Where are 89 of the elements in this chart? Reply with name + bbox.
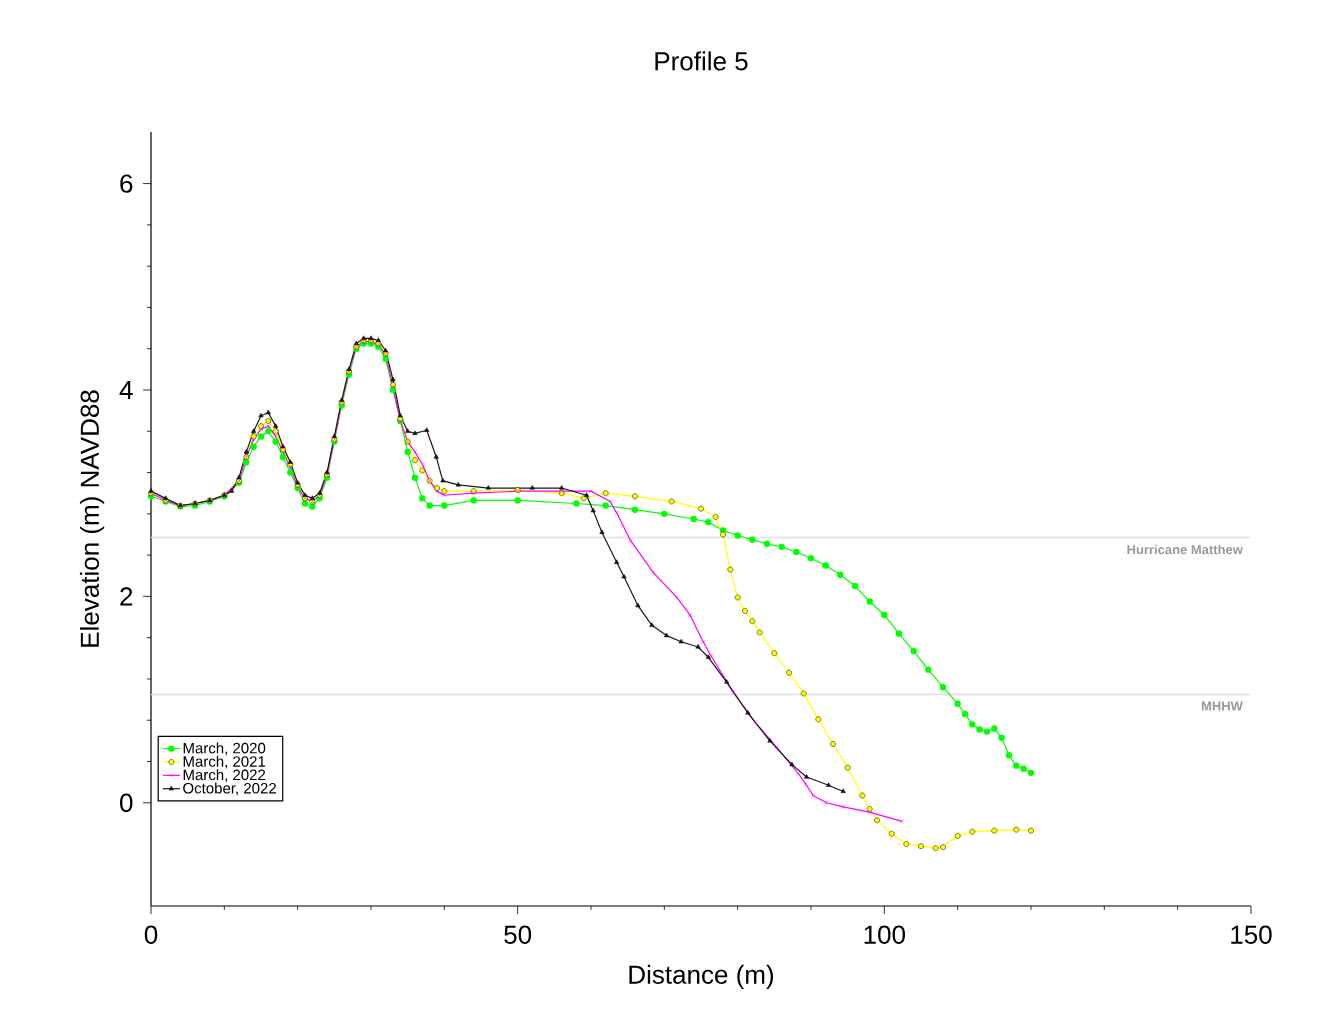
y-tick-label: 0 bbox=[120, 793, 133, 812]
point bbox=[651, 570, 656, 575]
ref-line-label: Hurricane Matthew bbox=[1127, 544, 1243, 555]
point bbox=[664, 632, 670, 638]
point bbox=[753, 720, 758, 725]
point bbox=[614, 510, 619, 515]
point bbox=[745, 710, 751, 715]
point bbox=[412, 430, 418, 435]
point bbox=[434, 489, 440, 494]
point bbox=[774, 744, 779, 750]
point bbox=[375, 337, 381, 343]
point bbox=[442, 493, 447, 498]
point bbox=[695, 644, 701, 649]
point bbox=[826, 782, 832, 787]
point bbox=[287, 459, 293, 464]
ref-line-label: MHHW bbox=[1201, 701, 1243, 711]
point bbox=[824, 800, 829, 805]
y-tick-label: 6 bbox=[120, 174, 133, 193]
point bbox=[405, 428, 411, 433]
point bbox=[724, 679, 730, 684]
point bbox=[383, 347, 389, 353]
point bbox=[485, 485, 491, 490]
point bbox=[621, 573, 627, 579]
point bbox=[288, 465, 293, 470]
point bbox=[397, 412, 403, 418]
point bbox=[353, 340, 359, 346]
point bbox=[588, 489, 594, 494]
point bbox=[607, 499, 613, 504]
x-tick-label: 0 bbox=[144, 925, 158, 944]
point bbox=[243, 449, 249, 454]
y-tick-label: 2 bbox=[120, 587, 133, 606]
point bbox=[709, 654, 714, 659]
point bbox=[674, 595, 679, 600]
point bbox=[273, 434, 278, 439]
point bbox=[804, 774, 810, 779]
point bbox=[258, 412, 264, 418]
point bbox=[390, 376, 396, 382]
point bbox=[368, 335, 374, 340]
point bbox=[433, 454, 439, 459]
point bbox=[412, 449, 418, 454]
point bbox=[796, 771, 801, 776]
point bbox=[559, 485, 565, 490]
point bbox=[649, 622, 655, 627]
point bbox=[635, 602, 641, 608]
point bbox=[731, 690, 736, 695]
point bbox=[529, 485, 535, 490]
point bbox=[420, 462, 425, 467]
point bbox=[280, 443, 286, 449]
point bbox=[273, 423, 279, 428]
point bbox=[628, 538, 633, 543]
x-tick-label: 100 bbox=[864, 925, 905, 944]
point bbox=[705, 654, 711, 659]
point bbox=[803, 782, 808, 787]
x-tick-label: 50 bbox=[504, 925, 532, 944]
point bbox=[584, 492, 590, 497]
legend-label: October, 2022 bbox=[183, 782, 276, 796]
point bbox=[599, 529, 605, 534]
y-axis-title: Elevation (m) NAVD88 bbox=[79, 390, 105, 647]
point bbox=[229, 488, 235, 493]
point bbox=[309, 495, 315, 500]
legend-label: March, 2022 bbox=[183, 769, 266, 782]
y-tick-label: 4 bbox=[119, 381, 133, 399]
point bbox=[251, 428, 257, 433]
point bbox=[251, 437, 256, 442]
point bbox=[424, 427, 430, 432]
point bbox=[767, 738, 773, 743]
point bbox=[361, 335, 367, 340]
point bbox=[258, 427, 264, 432]
x-tick-label: 150 bbox=[1231, 925, 1272, 944]
point bbox=[590, 507, 596, 513]
point bbox=[302, 492, 308, 497]
legend-label: March, 2021 bbox=[183, 755, 266, 769]
point bbox=[841, 804, 846, 809]
point bbox=[331, 433, 337, 438]
legend-label: March, 2020 bbox=[183, 742, 266, 756]
point bbox=[455, 482, 461, 487]
point bbox=[266, 424, 271, 429]
x-axis-title: Distance (m) bbox=[629, 964, 774, 990]
point bbox=[789, 761, 795, 767]
point bbox=[687, 612, 693, 618]
point bbox=[236, 474, 242, 480]
point bbox=[614, 559, 620, 564]
point bbox=[440, 477, 446, 483]
chart-title: Profile 5 bbox=[655, 51, 748, 71]
point bbox=[265, 409, 271, 415]
point bbox=[678, 638, 684, 644]
point bbox=[899, 819, 905, 824]
point bbox=[811, 793, 816, 798]
point bbox=[840, 788, 846, 793]
